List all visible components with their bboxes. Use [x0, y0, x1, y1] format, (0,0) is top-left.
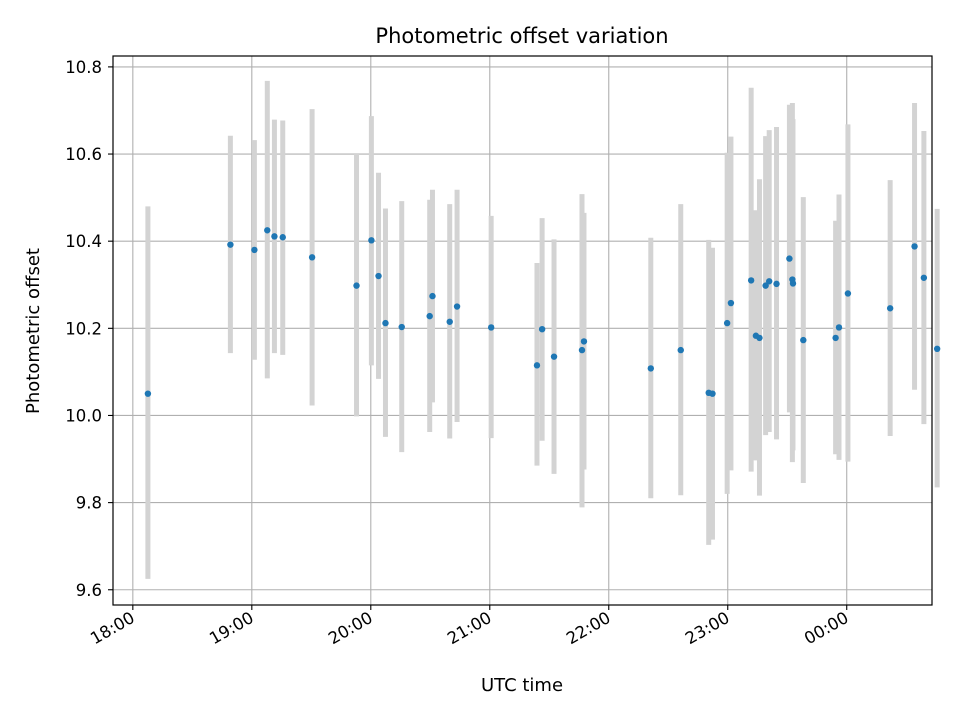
plot-frame — [112, 55, 933, 606]
y-tick-label: 9.6 — [76, 581, 102, 600]
data-point — [368, 237, 375, 244]
data-point — [647, 365, 655, 372]
data-point — [773, 280, 780, 288]
data-point — [538, 325, 546, 333]
data-point — [264, 227, 271, 234]
data-point — [789, 280, 797, 287]
data-point — [375, 272, 382, 280]
data-point — [308, 254, 316, 261]
data-point — [832, 334, 839, 342]
data-point — [747, 277, 755, 284]
chart-title: Photometric offset variation — [375, 24, 668, 48]
data-point — [446, 318, 453, 325]
data-point — [251, 246, 258, 254]
data-point — [271, 233, 278, 240]
data-point — [844, 290, 852, 297]
data-point — [835, 324, 843, 331]
y-tick-label: 9.8 — [76, 494, 102, 513]
data-point — [911, 243, 918, 250]
data-point — [709, 390, 716, 397]
data-point — [727, 299, 735, 307]
data-point — [398, 323, 405, 331]
data-point — [353, 282, 360, 289]
data-point — [429, 292, 436, 300]
data-point — [762, 282, 769, 289]
data-point — [765, 278, 773, 285]
y-tick-label: 10.0 — [65, 406, 102, 425]
y-axis-label: Photometric offset — [23, 248, 44, 414]
data-point — [920, 274, 928, 281]
y-axis: 9.6 9.8 10.0 10.2 10.4 10.6 10.8 — [65, 58, 113, 600]
y-tick-label: 10.6 — [65, 145, 102, 164]
data-point — [756, 334, 763, 342]
data-point — [144, 390, 152, 397]
data-point — [227, 241, 234, 248]
data-point — [886, 305, 894, 312]
data-point — [279, 234, 286, 241]
y-tick-label: 10.4 — [65, 232, 102, 251]
data-point — [800, 336, 807, 344]
data-points — [144, 227, 941, 397]
data-point — [933, 345, 941, 352]
data-point — [382, 319, 389, 327]
data-point — [723, 319, 731, 327]
data-point — [580, 338, 588, 345]
data-point — [550, 353, 558, 360]
data-point — [487, 324, 495, 331]
data-point — [786, 255, 793, 262]
data-point — [578, 346, 586, 354]
data-point — [533, 362, 541, 369]
y-tick-label: 10.2 — [65, 319, 102, 338]
data-point — [677, 346, 684, 354]
data-point — [453, 303, 461, 310]
x-axis-label: UTC time — [481, 675, 563, 696]
y-tick-label: 10.8 — [65, 58, 102, 77]
data-point — [426, 312, 433, 320]
